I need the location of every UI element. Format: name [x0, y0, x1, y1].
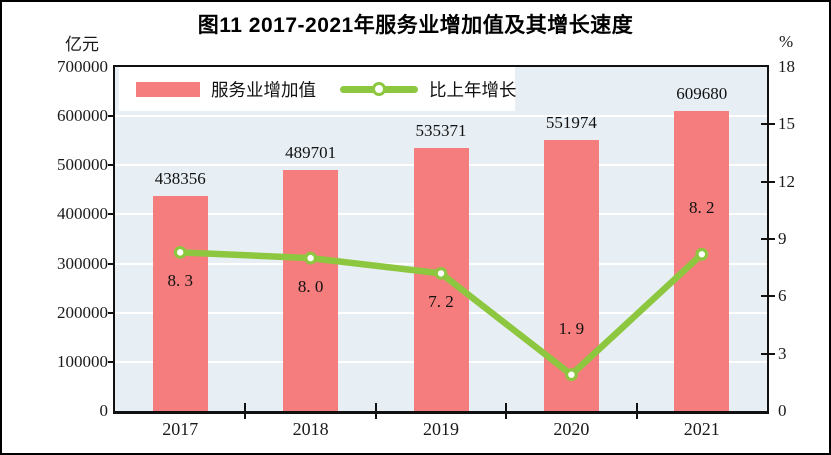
- bar-value-label: 609680: [676, 84, 728, 104]
- x-axis-category-label: 2021: [683, 419, 720, 439]
- x-axis-tick: [374, 403, 377, 419]
- bar-value-label: 535371: [415, 120, 467, 140]
- x-axis-tick: [505, 403, 508, 419]
- right-axis-tick-label: 18: [778, 57, 795, 76]
- bar-value-label: 489701: [285, 143, 337, 163]
- x-axis-category-label: 2020: [553, 419, 590, 439]
- x-axis-category-label: 2019: [423, 419, 459, 439]
- left-axis-tick-label: 0: [99, 401, 109, 420]
- right-axis-tick-label: 0: [778, 401, 787, 420]
- line-marker: [695, 247, 709, 261]
- growth-value-label: 1. 9: [558, 318, 585, 338]
- bar-2018: [283, 170, 339, 411]
- line-marker: [173, 245, 187, 259]
- left-axis-tick-label: 700000: [57, 57, 108, 76]
- plot-area: 服务业增加值 比上年增长 438356 489701 535371 551974 609…: [113, 65, 769, 414]
- line-series-legend-icon: [340, 82, 418, 96]
- line-marker-icon: [372, 82, 386, 96]
- line-series-legend-label: 比上年增长: [429, 79, 517, 100]
- bar-series-swatch: [136, 81, 200, 97]
- line-marker: [565, 368, 578, 382]
- right-axis-tick-label: 15: [778, 114, 795, 134]
- right-axis-tick-label: 9: [778, 229, 787, 248]
- growth-value-label: 7. 2: [428, 292, 454, 312]
- right-axis-tick-label: 12: [778, 171, 795, 191]
- bar-2021: [674, 111, 730, 411]
- legend: 服务业增加值 比上年增长: [119, 67, 517, 111]
- bar-value-label: 551974: [545, 112, 597, 132]
- left-axis-tick-label: 600000: [57, 106, 108, 126]
- growth-value-label: 8. 3: [167, 271, 193, 291]
- line-marker: [304, 251, 318, 265]
- gridline: [115, 115, 767, 118]
- left-axis-tick-label: 400000: [57, 204, 108, 224]
- right-axis-tick: [761, 180, 775, 183]
- x-axis-category-label: 2018: [292, 419, 329, 439]
- bar-series-legend-label: 服务业增加值: [211, 79, 316, 100]
- growth-line: [173, 245, 709, 382]
- growth-value-label: 8. 2: [689, 198, 715, 218]
- x-axis-tick: [635, 403, 638, 419]
- right-axis-tick: [761, 238, 775, 240]
- left-axis-tick-label: 100000: [57, 351, 108, 371]
- right-axis-tick: [761, 295, 775, 298]
- right-axis-unit: %: [779, 32, 794, 51]
- right-axis-tick: [761, 123, 775, 126]
- left-axis-tick-label: 300000: [57, 253, 108, 273]
- line-marker: [434, 266, 448, 280]
- right-axis-tick-label: 6: [778, 286, 787, 306]
- x-axis-tick: [244, 403, 247, 419]
- left-axis-tick-label: 500000: [57, 155, 108, 175]
- bar-2020: [543, 139, 599, 411]
- right-axis-tick: [761, 352, 775, 355]
- bar-2017: [152, 195, 208, 411]
- left-axis-tick-label: 200000: [57, 302, 108, 322]
- left-axis-unit: 亿元: [65, 35, 99, 54]
- right-axis-tick-label: 3: [778, 343, 787, 363]
- x-axis-category-label: 2017: [162, 419, 199, 439]
- bar-value-label: 438356: [154, 168, 206, 188]
- growth-value-label: 8. 0: [297, 277, 324, 297]
- chart-title: 图11 2017-2021年服务业增加值及其增长速度: [197, 14, 634, 37]
